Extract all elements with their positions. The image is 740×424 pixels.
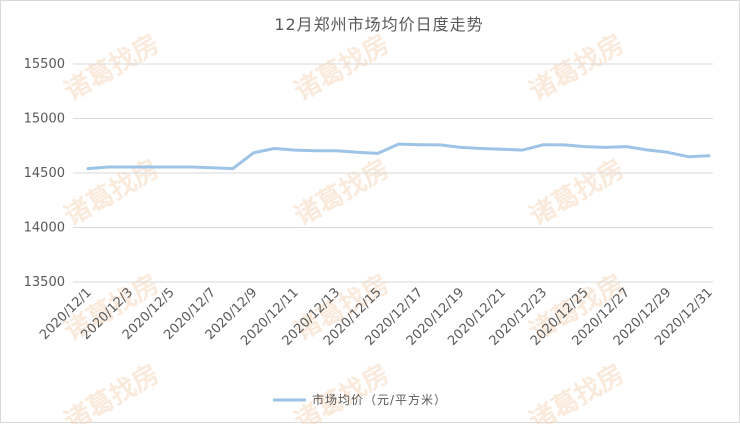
legend: 市场均价（元/平方米）: [273, 392, 447, 407]
y-axis: 13500 14000 14500 15000 15500: [24, 57, 65, 290]
legend-label: 市场均价（元/平方米）: [312, 392, 447, 407]
watermark-text: 诸葛找房: [525, 29, 630, 107]
y-tick-label: 14500: [24, 166, 65, 181]
watermark-text: 诸葛找房: [60, 359, 165, 424]
series-line: [86, 142, 711, 171]
y-tick-label: 14000: [24, 221, 65, 236]
y-tick-label: 15500: [24, 57, 65, 72]
watermark-text: 诸葛找房: [60, 29, 165, 107]
chart-title: 12月郑州市场均价日度走势: [274, 15, 483, 34]
watermark-text: 诸葛找房: [290, 359, 395, 424]
y-tick-label: 13500: [24, 275, 65, 290]
gridlines: [73, 63, 713, 283]
watermark-text: 诸葛找房: [525, 154, 630, 232]
watermark-text: 诸葛找房: [290, 154, 395, 232]
watermark-text: 诸葛找房: [525, 359, 630, 424]
series-layer: [86, 142, 711, 171]
y-tick-label: 15000: [24, 112, 65, 127]
watermark-text: 诸葛找房: [290, 29, 395, 107]
